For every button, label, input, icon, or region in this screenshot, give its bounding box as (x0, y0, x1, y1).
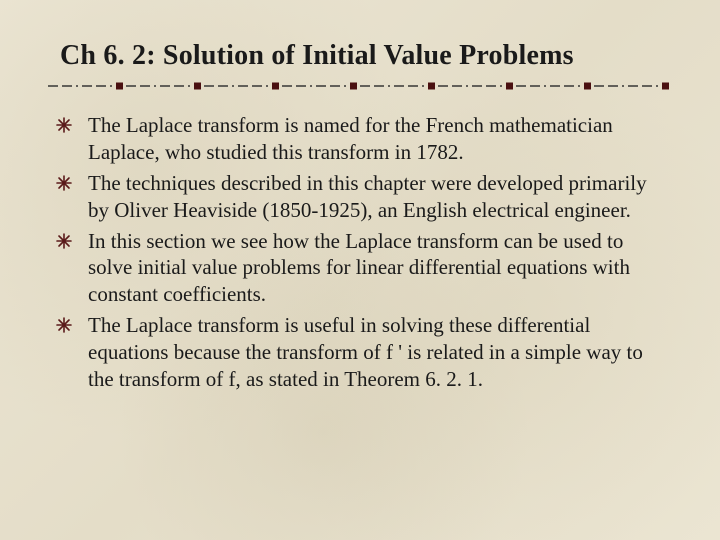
bullet-text: The Laplace transform is useful in solvi… (88, 313, 643, 391)
list-item: The techniques described in this chapter… (56, 170, 672, 224)
bullet-text: The Laplace transform is named for the F… (88, 113, 613, 164)
list-item: The Laplace transform is named for the F… (56, 112, 672, 166)
bullet-icon (56, 317, 72, 333)
bullet-icon (56, 117, 72, 133)
title-divider (48, 80, 672, 92)
slide-title: Ch 6. 2: Solution of Initial Value Probl… (48, 40, 672, 72)
bullet-icon (56, 175, 72, 191)
bullet-list: The Laplace transform is named for the F… (48, 112, 672, 393)
slide: Ch 6. 2: Solution of Initial Value Probl… (0, 0, 720, 540)
bullet-text: The techniques described in this chapter… (88, 171, 647, 222)
list-item: The Laplace transform is useful in solvi… (56, 312, 672, 393)
list-item: In this section we see how the Laplace t… (56, 228, 672, 309)
bullet-icon (56, 233, 72, 249)
bullet-text: In this section we see how the Laplace t… (88, 229, 630, 307)
